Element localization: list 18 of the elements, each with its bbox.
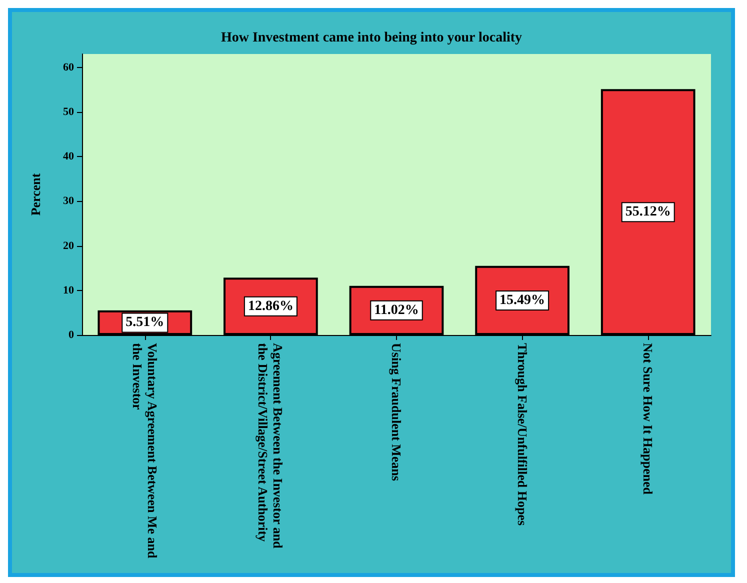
data-label: 15.49%	[500, 292, 546, 308]
y-tick-label: 40	[63, 150, 74, 163]
x-tick-label: Not Sure How It Happened	[640, 343, 656, 496]
y-tick-label: 0	[68, 329, 74, 341]
y-tick-label: 60	[63, 61, 74, 74]
x-tick-label: Through False/Unfulfilled Hopes	[514, 343, 530, 526]
x-tick-label: Using Fraudulent Means	[389, 343, 404, 481]
chart-title: How Investment came into being into your locality	[220, 30, 522, 46]
y-tick-label: 20	[63, 240, 74, 252]
x-tick-label: Voluntary Agreement Between Me and the Investor	[130, 343, 160, 562]
y-tick-label: 10	[63, 284, 74, 296]
data-label: 11.02%	[374, 302, 419, 318]
y-axis-title: Percent	[28, 172, 43, 216]
data-label: 12.86%	[248, 298, 294, 314]
y-tick-label: 30	[63, 195, 74, 208]
data-label: 55.12%	[625, 204, 671, 220]
y-tick-label: 50	[63, 106, 74, 118]
data-label: 5.51%	[126, 315, 164, 330]
